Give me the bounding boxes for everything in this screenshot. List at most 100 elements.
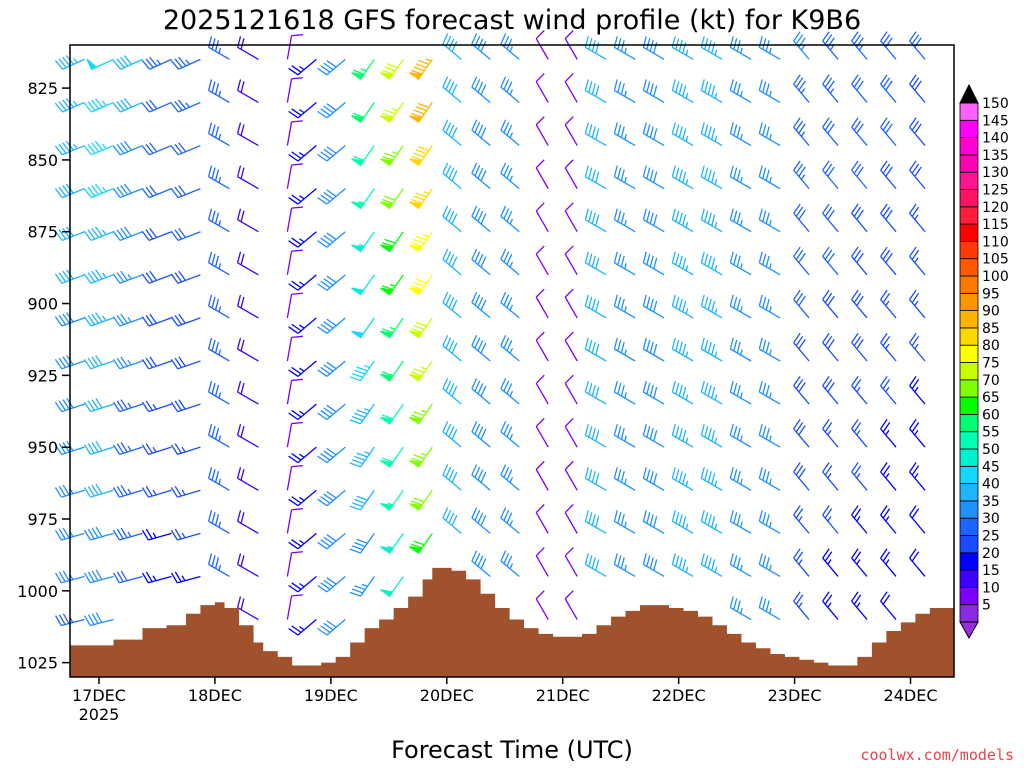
barb-feather bbox=[120, 356, 128, 367]
wind-barb bbox=[207, 337, 230, 362]
barb-feather bbox=[824, 508, 833, 519]
barb-feather bbox=[851, 31, 859, 42]
barb-half-feather bbox=[914, 472, 919, 479]
barb-feather bbox=[649, 83, 654, 95]
barb-pennant bbox=[409, 244, 423, 253]
wind-barb bbox=[700, 423, 723, 448]
barb-feather bbox=[323, 62, 334, 71]
barb-feather bbox=[682, 343, 687, 356]
barb-feather bbox=[909, 375, 917, 387]
barb-feather bbox=[675, 124, 680, 136]
barb-feather bbox=[733, 124, 738, 136]
barb-feather bbox=[62, 613, 70, 624]
barb-feather bbox=[477, 512, 484, 524]
barb-feather bbox=[617, 339, 622, 352]
barb-staff bbox=[535, 469, 549, 491]
barb-feather bbox=[326, 60, 337, 68]
wind-barb bbox=[758, 510, 781, 534]
barb-feather bbox=[795, 422, 804, 433]
barb-feather bbox=[798, 295, 806, 307]
barb-feather bbox=[207, 165, 213, 177]
colorbar-swatch bbox=[959, 206, 979, 225]
barb-feather bbox=[642, 553, 647, 565]
barb-feather bbox=[116, 314, 125, 326]
barb-feather bbox=[95, 269, 103, 280]
barb-feather bbox=[765, 212, 770, 224]
barb-feather bbox=[236, 423, 242, 436]
x-tick-label: 18DEC bbox=[188, 686, 242, 705]
wind-barb bbox=[851, 591, 868, 620]
barb-feather bbox=[207, 79, 213, 91]
barb-feather bbox=[853, 551, 862, 562]
barb-feather bbox=[471, 421, 478, 433]
barb-feather bbox=[178, 56, 187, 67]
barb-feather bbox=[707, 212, 712, 224]
barb-feather bbox=[326, 620, 337, 628]
wind-barb bbox=[909, 117, 926, 146]
wind-barb bbox=[286, 378, 303, 405]
barb-feather bbox=[700, 553, 705, 565]
y-tick-label: 825 bbox=[27, 79, 58, 98]
barb-feather bbox=[288, 541, 299, 550]
wind-barb bbox=[851, 203, 868, 233]
barb-feather bbox=[503, 423, 510, 435]
colorbar-label: 140 bbox=[982, 131, 1009, 147]
wind-barb bbox=[442, 507, 462, 534]
barb-feather bbox=[822, 332, 830, 343]
barb-feather bbox=[733, 469, 738, 481]
barb-feather bbox=[326, 404, 337, 413]
barb-staff bbox=[286, 251, 293, 275]
y-tick-label: 1000 bbox=[17, 582, 58, 601]
barb-feather bbox=[477, 555, 484, 567]
barb-feather bbox=[733, 425, 738, 438]
barb-half-feather bbox=[420, 452, 427, 456]
barb-feather bbox=[112, 444, 121, 455]
barb-feather bbox=[535, 417, 545, 427]
barb-staff bbox=[564, 296, 578, 319]
barb-feather bbox=[442, 291, 449, 303]
barb-staff bbox=[564, 167, 578, 189]
barb-feather bbox=[471, 76, 478, 88]
barb-feather bbox=[323, 105, 334, 114]
wind-barb bbox=[288, 101, 317, 119]
barb-feather bbox=[211, 124, 216, 136]
barb-feather bbox=[471, 33, 478, 45]
barb-feather bbox=[211, 382, 216, 395]
barb-half-feather bbox=[740, 220, 743, 226]
wind-barb bbox=[286, 292, 303, 319]
wind-barb bbox=[758, 251, 781, 276]
barb-feather bbox=[564, 159, 574, 169]
wind-barb bbox=[141, 443, 172, 456]
barb-half-feather bbox=[685, 351, 689, 358]
barb-feather bbox=[288, 455, 299, 464]
barb-half-feather bbox=[685, 49, 689, 56]
barb-feather bbox=[758, 380, 763, 393]
barb-feather bbox=[448, 210, 455, 222]
credit-link[interactable]: coolwx.com/models bbox=[860, 746, 1014, 764]
wind-barb bbox=[286, 335, 303, 362]
barb-feather bbox=[653, 257, 658, 269]
barb-feather bbox=[909, 203, 917, 214]
colorbar-label: 35 bbox=[982, 494, 1000, 510]
x-tick-label: 23DEC bbox=[768, 686, 822, 705]
barb-half-feather bbox=[509, 520, 514, 526]
barb-feather bbox=[288, 240, 299, 248]
plot-background bbox=[70, 45, 954, 677]
barb-feather bbox=[474, 208, 481, 220]
barb-feather bbox=[880, 31, 888, 42]
barb-feather bbox=[207, 467, 213, 479]
barb-feather bbox=[448, 383, 455, 395]
barb-feather bbox=[417, 59, 430, 65]
barb-feather bbox=[141, 444, 150, 455]
barb-feather bbox=[564, 590, 574, 600]
barb-feather bbox=[87, 486, 95, 497]
barb-half-feather bbox=[856, 472, 861, 479]
barb-feather bbox=[62, 527, 70, 539]
wind-barb bbox=[286, 34, 303, 60]
barb-half-feather bbox=[829, 88, 835, 94]
barb-feather bbox=[736, 40, 741, 52]
barb-feather bbox=[700, 294, 705, 307]
barb-feather bbox=[856, 80, 864, 91]
barb-feather bbox=[909, 462, 917, 473]
barb-feather bbox=[353, 69, 365, 75]
